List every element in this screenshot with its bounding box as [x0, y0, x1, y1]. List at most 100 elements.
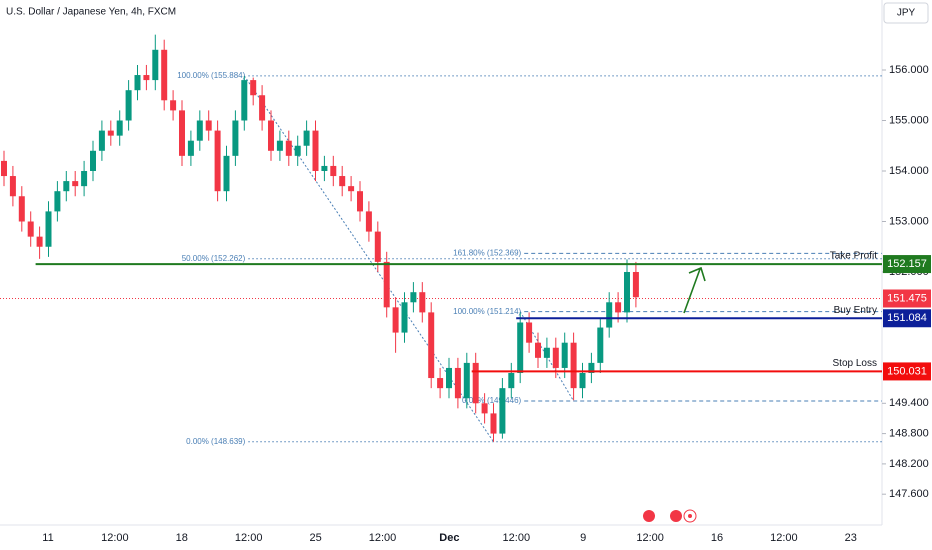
candle-body	[268, 120, 274, 151]
candle-body	[223, 155, 230, 192]
candle-body	[107, 130, 114, 136]
x-tick-label: 12:00	[636, 532, 664, 544]
candle-body	[98, 130, 105, 151]
x-tick-label: 12:00	[369, 532, 397, 544]
candle-body	[579, 372, 586, 389]
candle-body	[437, 378, 444, 389]
x-tick-label: 11	[42, 532, 53, 544]
x-tick-label: 12:00	[503, 532, 531, 544]
x-tick-label: 9	[580, 532, 586, 544]
candle-body	[18, 196, 25, 222]
candle-body	[383, 261, 390, 308]
event-icon	[688, 514, 692, 518]
level-name: Take Profit	[830, 251, 877, 262]
candle-body	[276, 140, 283, 151]
candle-body	[45, 211, 52, 247]
candle-body	[259, 95, 266, 121]
fib-label: 0.00% (149.446)	[462, 396, 521, 405]
candle-body	[312, 130, 319, 171]
candle-body	[481, 403, 488, 414]
candle-body	[606, 302, 613, 328]
candle-body	[63, 181, 70, 192]
candle-body	[446, 367, 452, 389]
candle-body	[285, 140, 292, 156]
candle-body	[490, 413, 497, 434]
chart-title: U.S. Dollar / Japanese Yen, 4h, FXCM	[6, 7, 176, 18]
candle-body	[535, 342, 541, 358]
projection-arrow	[683, 266, 706, 314]
x-tick-label: 12:00	[235, 532, 263, 544]
candle-body	[179, 110, 185, 156]
candle-body	[517, 322, 524, 373]
candle-body	[357, 191, 363, 212]
candle-body	[365, 211, 372, 232]
candle-body	[187, 140, 194, 156]
event-icon[interactable]	[643, 510, 655, 522]
currency-label[interactable]: JPY	[897, 8, 916, 19]
candle-body	[170, 100, 177, 111]
y-tick-label: 149.400	[889, 397, 929, 409]
candle-body	[321, 165, 328, 171]
candle-body	[330, 165, 337, 177]
x-tick-label: 16	[711, 532, 723, 544]
candle-body	[214, 130, 221, 192]
price-tag	[883, 289, 931, 308]
fib-label: 100.00% (151.214)	[453, 307, 521, 316]
fib-label: 161.80% (152.369)	[453, 248, 521, 257]
candle-body	[27, 221, 34, 237]
candle-body	[401, 302, 408, 333]
price-tag	[883, 362, 931, 381]
candle-body	[161, 49, 168, 101]
fib-label: 100.00% (155.884)	[177, 71, 245, 80]
candle-body	[36, 236, 43, 247]
price-tag-label: 151.084	[887, 312, 927, 324]
candle-body	[419, 292, 426, 313]
candles	[1, 34, 639, 442]
candle-body	[374, 231, 381, 262]
candle-body	[250, 80, 257, 96]
y-tick-label: 147.600	[889, 488, 929, 500]
currency-box[interactable]	[883, 2, 929, 24]
price-tag	[883, 309, 931, 328]
candle-body	[597, 327, 604, 363]
candle-body	[116, 120, 123, 136]
event-icon[interactable]	[670, 510, 682, 522]
candle-body	[72, 181, 79, 187]
fib-label: 50.00% (152.262)	[182, 254, 246, 263]
x-tick-label: 12:00	[770, 532, 798, 544]
price-tag-label: 150.031	[887, 365, 927, 377]
candle-body	[632, 271, 639, 298]
x-tick-label: 25	[309, 532, 321, 544]
candle-body	[143, 75, 150, 81]
candle-body	[9, 176, 16, 197]
y-tick-label: 153.000	[889, 215, 929, 227]
x-tick-label: 23	[845, 532, 857, 544]
candle-body	[543, 347, 550, 358]
y-tick-label: 155.000	[889, 114, 929, 126]
level-name: Stop Loss	[833, 358, 877, 369]
candle-body	[570, 342, 577, 389]
y-tick-label: 154.000	[889, 165, 929, 177]
fib-label: 0.00% (148.639)	[186, 437, 245, 446]
candle-body	[241, 80, 248, 121]
candle-body	[410, 292, 417, 303]
candle-body	[508, 372, 515, 389]
candle-body	[428, 312, 435, 379]
candle-body	[392, 307, 399, 333]
candle-body	[134, 75, 141, 91]
price-tag	[883, 255, 931, 274]
candle-body	[1, 160, 7, 177]
candle-body	[54, 191, 61, 212]
candle-body	[526, 322, 533, 343]
candle-body	[232, 120, 239, 156]
y-tick-label: 148.800	[889, 428, 929, 440]
candle-body	[624, 271, 630, 313]
y-tick-label: 148.200	[889, 458, 929, 470]
candle-body	[472, 362, 479, 404]
price-tag-label: 152.157	[887, 258, 927, 270]
x-tick-label: 18	[176, 532, 188, 544]
event-icons	[643, 509, 697, 523]
candle-body	[152, 49, 159, 81]
